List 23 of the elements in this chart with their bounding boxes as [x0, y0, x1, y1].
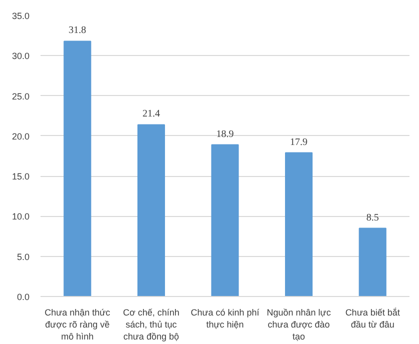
- data-label: 17.9: [290, 136, 308, 148]
- y-tick-label: 0.0: [16, 292, 30, 302]
- bar: [358, 228, 386, 296]
- data-label: 18.9: [216, 128, 234, 140]
- bar: [64, 40, 92, 296]
- y-tick-label: 5.0: [16, 252, 30, 262]
- data-label: 21.4: [142, 108, 160, 120]
- y-tick-label: 10.0: [12, 212, 30, 222]
- x-tick-label: Chưa có kinh phí thực hiện: [190, 308, 260, 330]
- x-tick-label: Chưa nhận thức được rõ ràng về mô hình: [44, 308, 111, 342]
- y-tick-label: 20.0: [12, 131, 30, 142]
- data-label: 8.5: [366, 212, 379, 224]
- bar: [211, 144, 239, 296]
- y-tick-label: 25.0: [12, 91, 30, 102]
- y-tick-label: 30.0: [12, 51, 30, 62]
- bar: [137, 124, 165, 296]
- y-tick-label: 35.0: [12, 11, 30, 21]
- y-tick-label: 15.0: [12, 172, 30, 182]
- bar: [285, 152, 313, 296]
- x-tick-label: Chưa biết bắt đầu từ đâu: [345, 308, 400, 330]
- x-tick-label: Cơ chế, chính sách, thủ tục chưa đồng bộ: [122, 308, 180, 342]
- data-label: 31.8: [68, 25, 86, 36]
- x-tick-label: Nguồn nhân lực chưa được đào tạo: [266, 308, 332, 342]
